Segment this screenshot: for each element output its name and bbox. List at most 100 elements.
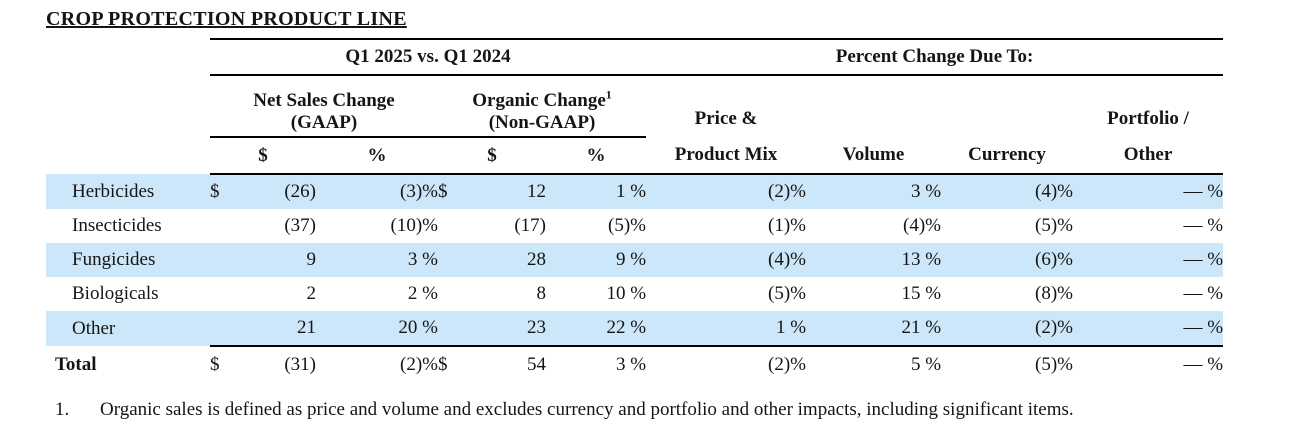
cell-portfolio-other: — % — [1073, 174, 1224, 209]
cell-currency: (4)% — [941, 174, 1074, 209]
cell-price-mix: 1 % — [646, 311, 807, 347]
subgroup-header-row: Net Sales Change (GAAP) Organic Change1 … — [46, 75, 1223, 138]
header-net-sales-change: Net Sales Change (GAAP) — [210, 75, 438, 138]
group-header-q1-comparison: Q1 2025 vs. Q1 2024 — [210, 38, 647, 76]
header-net-sales-line2: (GAAP) — [290, 112, 358, 133]
cell-volume: (4)% — [903, 215, 942, 236]
header-gaap-dollar: $ — [210, 137, 316, 175]
cell-organic-dollar: 8 — [536, 283, 547, 304]
row-label: Other — [46, 311, 210, 346]
cell-organic-percent: 10 % — [606, 283, 647, 304]
column-header-row: $ % $ % Product Mix Volume Currency Othe… — [46, 137, 1224, 175]
cell-currency: (5)% — [1035, 215, 1074, 236]
cell-gaap-percent: (2)% — [400, 354, 438, 375]
cell-currency: (2)% — [941, 311, 1074, 347]
crop-protection-table: Q1 2025 vs. Q1 2024 Percent Change Due T… — [46, 38, 1224, 383]
cell-gaap-percent: (10)% — [390, 215, 438, 236]
footnote: 1. Organic sales is defined as price and … — [55, 399, 1074, 421]
cell-volume: 15 % — [901, 283, 942, 304]
dollar-sign-cell: $ — [210, 174, 240, 209]
dollar-sign-cell — [438, 311, 468, 347]
cell-price-mix: (2)% — [646, 174, 807, 209]
cell-currency: (6)% — [941, 243, 1074, 277]
spacer-cell — [806, 75, 941, 137]
group-header-row: Q1 2025 vs. Q1 2024 Percent Change Due T… — [46, 38, 1224, 76]
dollar-sign-cell: $ — [438, 174, 468, 209]
cell-gaap-dollar: (26) — [240, 174, 316, 209]
dollar-sign-cell — [210, 243, 240, 277]
cell-volume: 3 % — [806, 174, 942, 209]
header-gaap-percent: % — [316, 137, 438, 175]
cell-gaap-dollar: (31) — [284, 354, 316, 375]
cell-gaap-dollar: 9 — [240, 243, 316, 277]
spacer-cell — [46, 137, 210, 174]
cell-organic-dollar: 54 — [527, 354, 546, 375]
spacer-cell — [46, 75, 210, 137]
cell-gaap-percent: (3)% — [316, 174, 438, 209]
cell-organic-dollar: 28 — [468, 243, 546, 277]
cell-price-mix: (5)% — [768, 283, 807, 304]
row-label: Insecticides — [72, 215, 162, 236]
header-product-mix: Product Mix — [646, 137, 807, 175]
header-volume: Volume — [806, 137, 942, 175]
cell-portfolio-other: — % — [1073, 311, 1224, 347]
header-organic-text: Organic Change — [472, 90, 606, 111]
header-currency: Currency — [941, 137, 1074, 175]
cell-organic-percent: 9 % — [546, 243, 647, 277]
row-label-total: Total — [55, 353, 97, 375]
header-price-line1: Price & — [694, 108, 758, 129]
table-row-herbicides: Herbicides $ (26) (3)% $ 12 1 % (2)% 3 %… — [46, 174, 1224, 209]
table-row-total: Total $ (31) (2)% $ 54 3 % (2)% 5 % (5)%… — [46, 346, 1223, 383]
cell-gaap-percent: 2 % — [407, 283, 438, 304]
header-organic-change: Organic Change1 (Non-GAAP) — [438, 75, 647, 138]
footnote-text: Organic sales is defined as price and vo… — [100, 399, 1074, 420]
cell-volume: 5 % — [910, 354, 942, 375]
cell-volume: 13 % — [806, 243, 942, 277]
header-organic-dollar: $ — [438, 137, 546, 175]
cell-price-mix: (4)% — [646, 243, 807, 277]
cell-currency: (5)% — [1035, 354, 1074, 375]
page-title: CROP PROTECTION PRODUCT LINE — [46, 8, 407, 30]
dollar-sign-cell — [438, 277, 468, 311]
dollar-sign-cell: $ — [210, 354, 220, 375]
header-portfolio-other: Other — [1073, 137, 1224, 175]
cell-portfolio-other: — % — [1183, 354, 1224, 375]
cell-organic-dollar: 23 — [468, 311, 546, 347]
cell-gaap-percent: 20 % — [316, 311, 438, 347]
cell-currency: (8)% — [1035, 283, 1074, 304]
table-row-insecticides: Insecticides (37) (10)% (17) (5)% (1)% (… — [46, 209, 1223, 243]
dollar-sign-cell — [210, 209, 240, 243]
cell-gaap-dollar: 21 — [240, 311, 316, 347]
cell-portfolio-other: — % — [1073, 243, 1224, 277]
dollar-sign-cell — [210, 277, 240, 311]
cell-organic-percent: 1 % — [546, 174, 647, 209]
cell-gaap-percent: 3 % — [316, 243, 438, 277]
table-row-fungicides: Fungicides 9 3 % 28 9 % (4)% 13 % (6)% —… — [46, 243, 1224, 277]
dollar-sign-cell — [438, 243, 468, 277]
header-organic-line2: (Non-GAAP) — [488, 112, 596, 133]
cell-organic-dollar: 12 — [468, 174, 546, 209]
header-portfolio-line1: Portfolio / — [1107, 108, 1189, 129]
cell-price-mix: (1)% — [768, 215, 807, 236]
spacer-cell — [941, 75, 1073, 137]
row-label: Biologicals — [72, 283, 159, 304]
cell-gaap-dollar: (37) — [284, 215, 316, 236]
cell-gaap-dollar: 2 — [306, 283, 317, 304]
dollar-sign-cell — [210, 311, 240, 347]
row-label: Fungicides — [46, 243, 210, 277]
group-header-percent-change: Percent Change Due To: — [646, 38, 1224, 76]
cell-portfolio-other: — % — [1183, 215, 1224, 236]
cell-portfolio-other: — % — [1183, 283, 1224, 304]
footnote-number: 1. — [55, 399, 70, 420]
footnote-marker: 1 — [605, 87, 612, 102]
dollar-sign-cell — [438, 209, 468, 243]
cell-organic-percent: 22 % — [546, 311, 647, 347]
cell-organic-percent: (5)% — [608, 215, 647, 236]
cell-organic-percent: 3 % — [615, 354, 647, 375]
dollar-sign-cell: $ — [438, 354, 448, 375]
spacer-cell — [46, 39, 210, 75]
header-net-sales-line1: Net Sales Change — [253, 90, 395, 111]
cell-price-mix: (2)% — [768, 354, 807, 375]
header-organic-line1: Organic Change1 — [438, 87, 646, 112]
